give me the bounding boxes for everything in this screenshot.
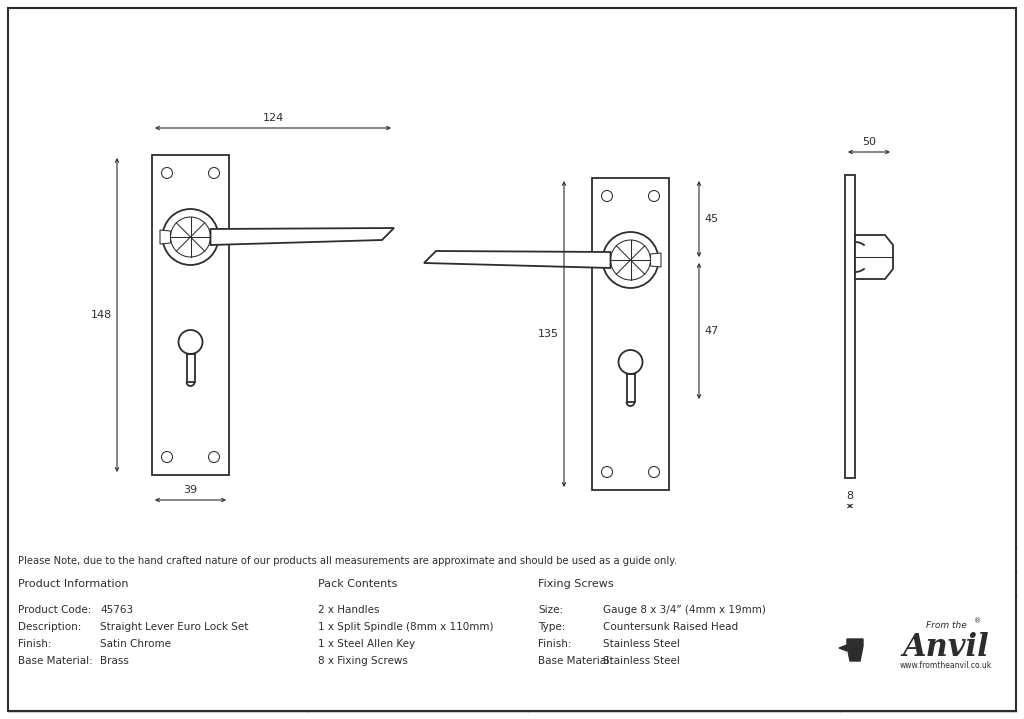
Circle shape bbox=[618, 350, 642, 374]
Text: 135: 135 bbox=[538, 329, 559, 339]
Text: Pack Contents: Pack Contents bbox=[318, 579, 397, 589]
Bar bbox=[627, 374, 635, 402]
Text: 47: 47 bbox=[705, 326, 718, 336]
Text: 1 x Steel Allen Key: 1 x Steel Allen Key bbox=[318, 639, 415, 649]
Text: Product Code:: Product Code: bbox=[18, 605, 91, 615]
Text: www.fromtheanvil.co.uk: www.fromtheanvil.co.uk bbox=[900, 661, 992, 669]
Bar bbox=[152, 155, 229, 475]
Polygon shape bbox=[650, 253, 662, 267]
Text: 45: 45 bbox=[705, 214, 718, 224]
Text: 8: 8 bbox=[847, 491, 854, 501]
Polygon shape bbox=[847, 639, 863, 661]
Text: Brass: Brass bbox=[100, 656, 129, 666]
Text: Base Material:: Base Material: bbox=[18, 656, 93, 666]
Circle shape bbox=[648, 191, 659, 201]
Text: 148: 148 bbox=[91, 310, 112, 320]
Circle shape bbox=[178, 330, 203, 354]
Bar bbox=[592, 178, 669, 490]
Circle shape bbox=[209, 168, 219, 178]
Text: Stainless Steel: Stainless Steel bbox=[603, 639, 680, 649]
Circle shape bbox=[648, 467, 659, 477]
Text: Type:: Type: bbox=[538, 622, 565, 632]
Circle shape bbox=[162, 168, 172, 178]
Text: 45763: 45763 bbox=[100, 605, 133, 615]
Polygon shape bbox=[855, 235, 893, 279]
Text: 39: 39 bbox=[183, 485, 198, 495]
Circle shape bbox=[171, 217, 211, 257]
Circle shape bbox=[601, 191, 612, 201]
Polygon shape bbox=[211, 228, 394, 245]
Text: ®: ® bbox=[975, 618, 982, 624]
Bar bbox=[845, 175, 855, 478]
Text: 1 x Split Spindle (8mm x 110mm): 1 x Split Spindle (8mm x 110mm) bbox=[318, 622, 494, 632]
Text: Satin Chrome: Satin Chrome bbox=[100, 639, 171, 649]
Text: 2 x Handles: 2 x Handles bbox=[318, 605, 380, 615]
Polygon shape bbox=[839, 645, 847, 651]
Text: 50: 50 bbox=[862, 137, 876, 147]
Text: Finish:: Finish: bbox=[18, 639, 51, 649]
Text: Anvil: Anvil bbox=[902, 633, 989, 664]
Text: From the: From the bbox=[926, 620, 967, 630]
Circle shape bbox=[209, 452, 219, 462]
Text: Please Note, due to the hand crafted nature of our products all measurements are: Please Note, due to the hand crafted nat… bbox=[18, 556, 677, 566]
Text: Gauge 8 x 3/4” (4mm x 19mm): Gauge 8 x 3/4” (4mm x 19mm) bbox=[603, 605, 766, 615]
Circle shape bbox=[610, 240, 650, 280]
Text: Base Material:: Base Material: bbox=[538, 656, 612, 666]
Text: 8 x Fixing Screws: 8 x Fixing Screws bbox=[318, 656, 408, 666]
Text: Straight Lever Euro Lock Set: Straight Lever Euro Lock Set bbox=[100, 622, 249, 632]
Polygon shape bbox=[424, 251, 610, 268]
Text: Description:: Description: bbox=[18, 622, 81, 632]
Text: Countersunk Raised Head: Countersunk Raised Head bbox=[603, 622, 738, 632]
Circle shape bbox=[602, 232, 658, 288]
Text: Size:: Size: bbox=[538, 605, 563, 615]
Circle shape bbox=[162, 452, 172, 462]
Polygon shape bbox=[160, 230, 171, 244]
Text: Product Information: Product Information bbox=[18, 579, 128, 589]
Circle shape bbox=[163, 209, 218, 265]
Text: Fixing Screws: Fixing Screws bbox=[538, 579, 613, 589]
Circle shape bbox=[601, 467, 612, 477]
Text: Stainless Steel: Stainless Steel bbox=[603, 656, 680, 666]
Text: Finish:: Finish: bbox=[538, 639, 571, 649]
Bar bbox=[186, 354, 195, 382]
Text: 124: 124 bbox=[262, 113, 284, 123]
